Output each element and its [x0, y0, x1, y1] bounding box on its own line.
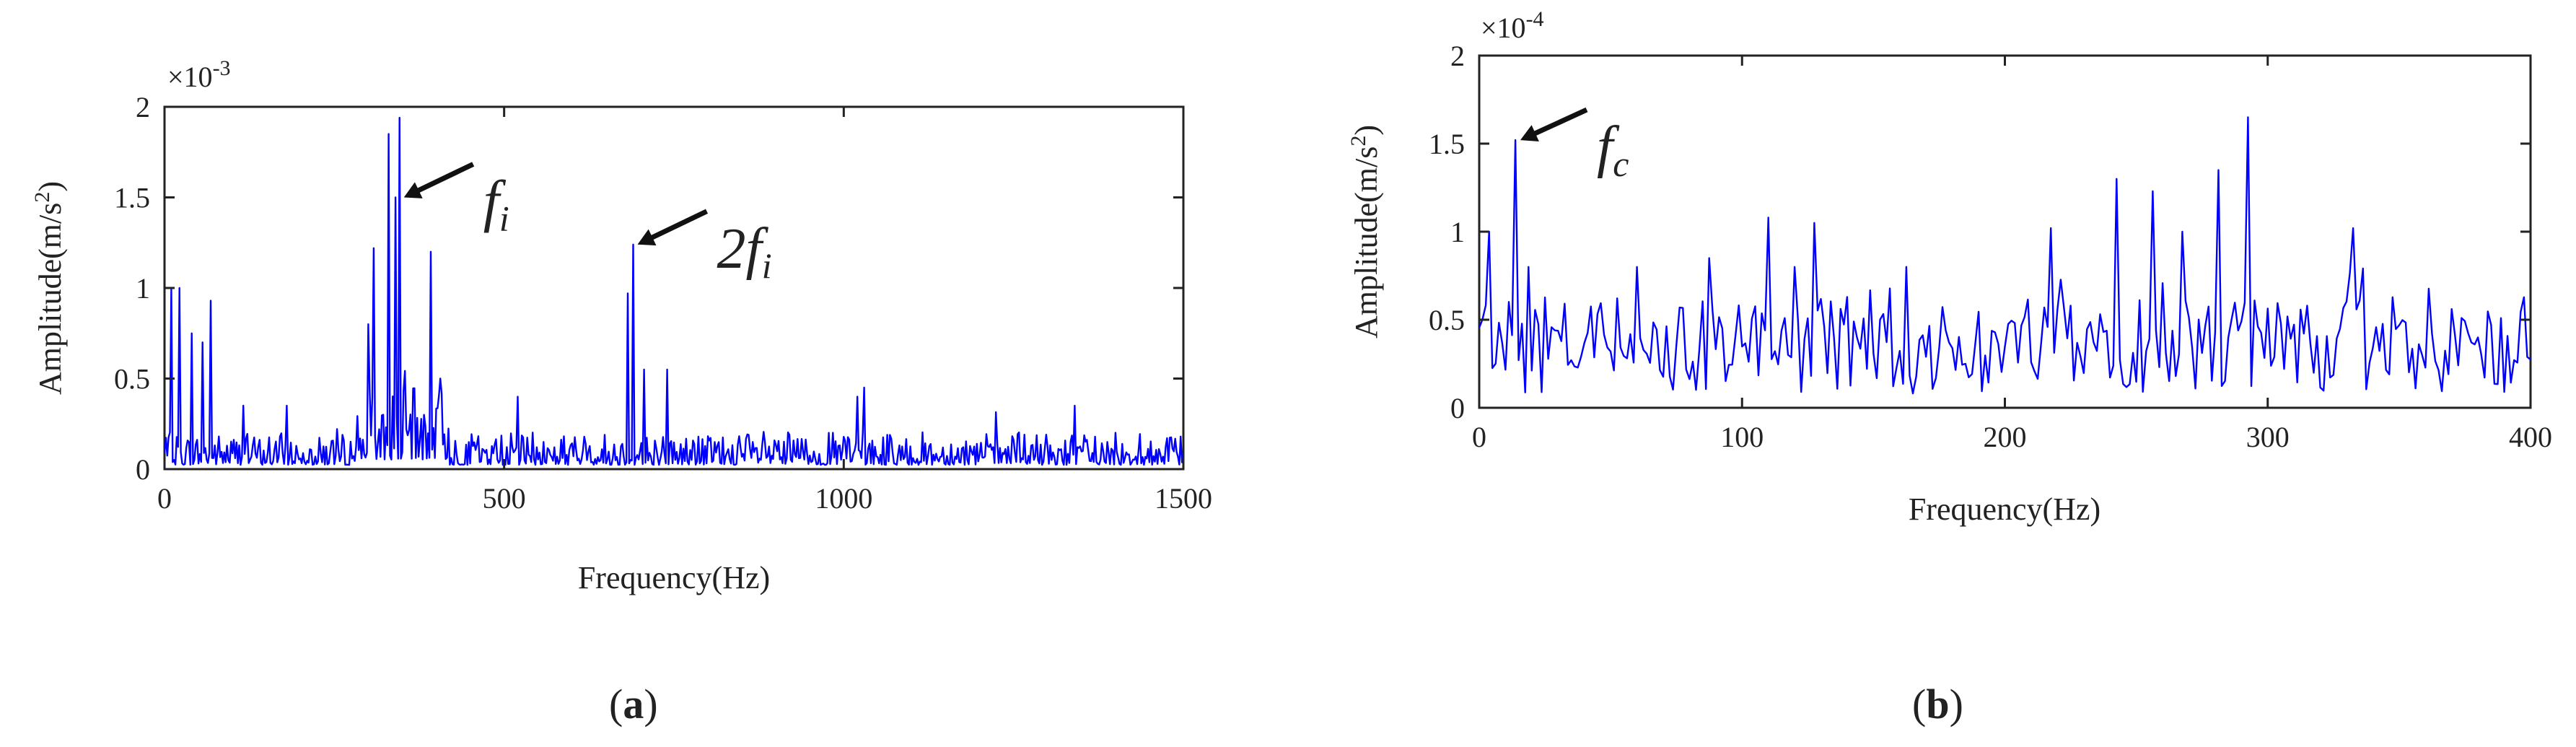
y-tick-label: 2 — [1450, 40, 1465, 72]
plot-frame-b — [1478, 54, 2532, 409]
series-line-a — [163, 116, 1184, 466]
plot-frame-a — [163, 105, 1185, 471]
chart-panel-a: 0 500 1000 1500 0 0.5 1 1.5 2 ×10-3 Frequency(Hz… — [30, 56, 1212, 728]
y-tick-label: 0.5 — [114, 363, 150, 396]
annotation-arrow-head — [637, 229, 657, 246]
annotation-arrow-shaft — [1530, 107, 1588, 137]
x-tick-label: 0 — [1472, 421, 1486, 453]
x-tick-label: 100 — [1720, 421, 1764, 453]
y-tick-label: 0 — [1450, 392, 1465, 424]
x-tick-label: 0 — [157, 482, 172, 515]
x-axis-label-a: Frequency(Hz) — [578, 560, 770, 595]
x-tick-label: 400 — [2509, 421, 2552, 453]
chart-panel-b: 0 100 200 300 400 0 0.5 1 1.5 2 ×10-4 Frequency(H… — [1346, 7, 2552, 728]
y-tick-label: 1 — [1450, 216, 1465, 248]
panel-label-b: (b) — [1912, 681, 1963, 728]
y-tick-label: 1.5 — [1429, 128, 1465, 160]
y-tick-label: 1.5 — [114, 182, 150, 214]
series-line-b — [1478, 116, 2531, 395]
x-tick-label: 300 — [2246, 421, 2290, 453]
annotation-arrow-shaft — [414, 162, 475, 194]
panel-label-a: (a) — [609, 681, 658, 728]
annotation-label: fi — [483, 170, 509, 239]
y-multiplier-b: ×10-4 — [1481, 7, 1544, 44]
x-axis-label-b: Frequency(Hz) — [1909, 492, 2100, 527]
annotation-label: 2fi — [717, 217, 772, 286]
x-tick-label: 500 — [483, 482, 526, 515]
y-axis-label-a: Amplitude(m/s2) — [30, 181, 68, 395]
annotation-arrow-shaft — [648, 209, 709, 242]
x-tick-label: 1000 — [815, 482, 872, 515]
y-tick-label: 0.5 — [1429, 304, 1465, 336]
y-tick-label: 2 — [136, 91, 150, 123]
annotation-label: fc — [1597, 115, 1629, 184]
y-tick-label: 0 — [136, 453, 150, 486]
y-tick-label: 1 — [136, 272, 150, 305]
annotation-arrow-head — [1520, 125, 1539, 141]
y-multiplier-a: ×10-3 — [167, 56, 231, 93]
x-tick-label: 1500 — [1155, 482, 1212, 515]
y-axis-label-b: Amplitude(m/s2) — [1346, 125, 1384, 338]
x-tick-label: 200 — [1984, 421, 2027, 453]
annotation-arrow-head — [403, 182, 423, 198]
